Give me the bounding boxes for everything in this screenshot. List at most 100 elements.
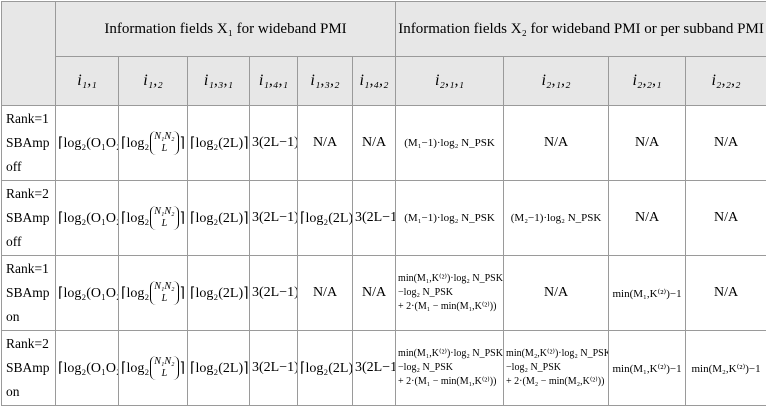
table-cell: min(M₁,K⁽²⁾)·log₂ N_PSK−log₂ N_PSK+ 2·(M… bbox=[396, 331, 504, 406]
row-label-line: SBAmp bbox=[6, 206, 53, 230]
table-cell: (M₂−1)·log₂ N_PSK bbox=[504, 181, 609, 256]
table-row: Rank=1SBAmpon⌈log₂(O₁O₂)⌉⌈log₂N₁N₂L⌉⌈log… bbox=[2, 256, 766, 331]
table-cell: N/A bbox=[504, 256, 609, 331]
table-cell: ⌈log₂(O₁O₂)⌉ bbox=[56, 181, 119, 256]
formula-prefix: ⌈log₂ bbox=[121, 135, 149, 152]
binomial-bottom: L bbox=[154, 218, 174, 230]
table-cell: (M₁−1)·log₂ N_PSK bbox=[396, 106, 504, 181]
group-header: Information fields X₁ for wideband PMI bbox=[56, 2, 396, 57]
table-row: Rank=2SBAmpoff⌈log₂(O₁O₂)⌉⌈log₂N₁N₂L⌉⌈lo… bbox=[2, 181, 766, 256]
table-cell: 3(2L−1) bbox=[250, 106, 298, 181]
row-label-line: SBAmp bbox=[6, 131, 53, 155]
column-header: i₁,₃,₁ bbox=[188, 57, 250, 106]
group-header-row: Information fields X₁ for wideband PMI I… bbox=[2, 2, 766, 57]
table-cell: N/A bbox=[504, 106, 609, 181]
formula-line: min(M₁,K⁽²⁾)·log₂ N_PSK bbox=[398, 272, 501, 286]
row-label-line: on bbox=[6, 380, 53, 404]
formula-prefix: ⌈log₂ bbox=[121, 285, 149, 302]
table-cell: ⌈log₂(O₁O₂)⌉ bbox=[56, 256, 119, 331]
column-header: i₁,₃,₂ bbox=[298, 57, 353, 106]
formula-line: min(M₂,K⁽²⁾)·log₂ N_PSK bbox=[506, 347, 606, 361]
column-header: i₂,₂,₂ bbox=[686, 57, 766, 106]
formula-line: min(M₁,K⁽²⁾)·log₂ N_PSK bbox=[398, 347, 501, 361]
formula-suffix: ⌉ bbox=[180, 285, 185, 302]
table-cell: N/A bbox=[609, 181, 686, 256]
binomial-top: N₁N₂ bbox=[154, 356, 174, 368]
table-cell: 3(2L−1) bbox=[250, 181, 298, 256]
formula-line: −log₂ N_PSK bbox=[398, 286, 501, 300]
table-row: Rank=2SBAmpon⌈log₂(O₁O₂)⌉⌈log₂N₁N₂L⌉⌈log… bbox=[2, 331, 766, 406]
table-cell: min(M₁,K⁽²⁾)·log₂ N_PSK−log₂ N_PSK+ 2·(M… bbox=[396, 256, 504, 331]
table-cell: N/A bbox=[686, 256, 766, 331]
binomial-bottom: L bbox=[154, 143, 174, 155]
table-body: Rank=1SBAmpoff⌈log₂(O₁O₂)⌉⌈log₂N₁N₂L⌉⌈lo… bbox=[2, 106, 766, 406]
table-cell: min(M₁,K⁽²⁾)−1 bbox=[609, 331, 686, 406]
row-label-line: SBAmp bbox=[6, 356, 53, 380]
table-cell: 3(2L−1) bbox=[353, 331, 396, 406]
table-cell: ⌈log₂(O₁O₂)⌉ bbox=[56, 106, 119, 181]
table-cell: 3(2L−1) bbox=[353, 181, 396, 256]
column-header: i₂,₁,₁ bbox=[396, 57, 504, 106]
formula-suffix: ⌉ bbox=[180, 135, 185, 152]
formula-prefix: ⌈log₂ bbox=[121, 360, 149, 377]
formula-line: + 2·(M₁ − min(M₁,K⁽²⁾)) bbox=[398, 375, 501, 389]
binomial-top: N₁N₂ bbox=[154, 206, 174, 218]
table-row: Rank=1SBAmpoff⌈log₂(O₁O₂)⌉⌈log₂N₁N₂L⌉⌈lo… bbox=[2, 106, 766, 181]
table-cell: ⌈log₂(2L)⌉ bbox=[188, 106, 250, 181]
row-label-line: off bbox=[6, 230, 53, 254]
column-header: i₂,₁,₂ bbox=[504, 57, 609, 106]
table-cell: (M₁−1)·log₂ N_PSK bbox=[396, 181, 504, 256]
table-cell: min(M₂,K⁽²⁾)·log₂ N_PSK−log₂ N_PSK+ 2·(M… bbox=[504, 331, 609, 406]
table-cell: ⌈log₂(O₁O₂)⌉ bbox=[56, 331, 119, 406]
column-header: i₁,₄,₂ bbox=[353, 57, 396, 106]
row-label-line: off bbox=[6, 155, 53, 179]
table-cell: ⌈log₂(2L)⌉ bbox=[188, 256, 250, 331]
table-cell: N/A bbox=[686, 106, 766, 181]
table-cell: N/A bbox=[298, 256, 353, 331]
table-cell: N/A bbox=[298, 106, 353, 181]
table-cell: ⌈log₂(2L)⌉ bbox=[188, 331, 250, 406]
row-label-line: Rank=1 bbox=[6, 107, 53, 131]
table-cell: ⌈log₂(2L)⌉ bbox=[298, 331, 353, 406]
formula-line: + 2·(M₁ − min(M₁,K⁽²⁾)) bbox=[398, 300, 501, 314]
table-cell: 3(2L−1) bbox=[250, 331, 298, 406]
column-header: i₁,₁ bbox=[56, 57, 119, 106]
row-label-line: Rank=2 bbox=[6, 182, 53, 206]
table-cell: ⌈log₂(2L)⌉ bbox=[298, 181, 353, 256]
row-label-line: Rank=1 bbox=[6, 257, 53, 281]
pmi-table: Information fields X₁ for wideband PMI I… bbox=[1, 1, 766, 406]
row-label-line: Rank=2 bbox=[6, 332, 53, 356]
table-cell: N/A bbox=[353, 256, 396, 331]
column-header: i₁,₂ bbox=[119, 57, 188, 106]
table-cell: min(M₂,K⁽²⁾)−1 bbox=[686, 331, 766, 406]
formula-line: −log₂ N_PSK bbox=[398, 361, 501, 375]
group-header: Information fields X₂ for wideband PMI o… bbox=[396, 2, 766, 57]
binomial-top: N₁N₂ bbox=[154, 281, 174, 293]
column-header: i₁,₄,₁ bbox=[250, 57, 298, 106]
formula-suffix: ⌉ bbox=[180, 210, 185, 227]
table-cell: ⌈log₂(2L)⌉ bbox=[188, 181, 250, 256]
binomial-bottom: L bbox=[154, 368, 174, 380]
table-cell: 3(2L−1) bbox=[250, 256, 298, 331]
column-header: i₂,₂,₁ bbox=[609, 57, 686, 106]
row-label-line: on bbox=[6, 305, 53, 329]
binomial-top: N₁N₂ bbox=[154, 131, 174, 143]
table-cell: N/A bbox=[686, 181, 766, 256]
formula-line: −log₂ N_PSK bbox=[506, 361, 606, 375]
